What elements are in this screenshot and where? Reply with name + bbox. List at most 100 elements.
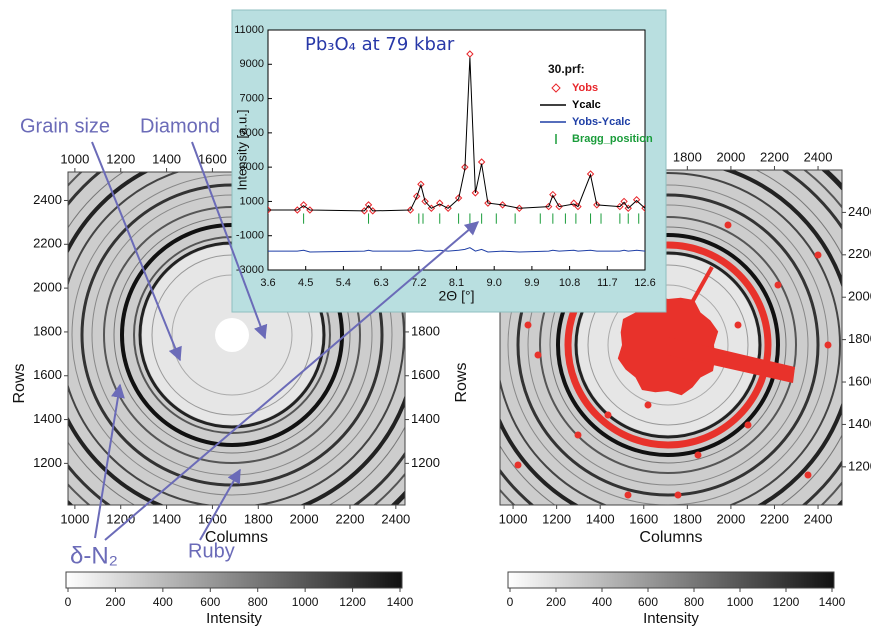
colorbar-tick-label: 0: [65, 595, 72, 609]
legend-label: Yobs: [572, 82, 598, 94]
mask-spot: [575, 432, 582, 439]
x-tick-label: 1600: [198, 151, 227, 166]
beam-stop: [215, 318, 249, 352]
mask-spot: [535, 352, 542, 359]
x-tick-label: 1800: [673, 149, 702, 164]
x-tick-label: 2400: [804, 511, 833, 526]
y-axis-label: Rows: [11, 363, 28, 403]
mask-spot: [605, 412, 612, 419]
mask-spot: [735, 322, 742, 329]
x-tick-label: 1800: [673, 511, 702, 526]
y-tick-label: 2400: [33, 192, 62, 207]
x-tick-label: 2200: [760, 149, 789, 164]
x-tick-label: 2000: [716, 511, 745, 526]
y-tick-label: 1800: [33, 323, 62, 338]
x-tick-label: 10.8: [559, 277, 580, 289]
x-tick-label: 6.3: [373, 277, 388, 289]
mask-spot: [805, 472, 812, 479]
y-tick-label: 1800: [848, 331, 871, 346]
annotation: Ruby: [188, 540, 235, 562]
y-tick-label: 1400: [848, 416, 871, 431]
x-axis-label: Columns: [639, 529, 702, 546]
colorbar-tick-label: 1400: [387, 595, 414, 609]
annotation: Diamond: [140, 115, 220, 137]
x-tick-label: 5.4: [336, 277, 351, 289]
y-tick-label: 1600: [33, 367, 62, 382]
colorbar-tick-label: 200: [105, 595, 125, 609]
y-tick-label: 1600: [411, 367, 440, 382]
colorbar: [66, 572, 402, 588]
colorbar-tick-label: 600: [200, 595, 220, 609]
legend-title: 30.prf:: [548, 62, 585, 76]
x-tick-label: 12.6: [634, 277, 655, 289]
x-tick-label: 4.5: [298, 277, 313, 289]
x-tick-label: 1400: [152, 511, 181, 526]
x-tick-label: 7.2: [411, 277, 426, 289]
x-tick-label: 1400: [586, 511, 615, 526]
colorbar-tick-label: 1400: [819, 595, 846, 609]
y-tick-label: 1400: [411, 411, 440, 426]
y-tick-label: 2000: [33, 280, 62, 295]
y-axis-label: Rows: [453, 362, 470, 402]
colorbar: [508, 572, 834, 588]
x-tick-label: 1800: [244, 511, 273, 526]
mask-spot: [675, 492, 682, 499]
colorbar-tick-label: 1200: [773, 595, 800, 609]
colorbar-tick-label: 800: [684, 595, 704, 609]
x-tick-label: 1000: [60, 511, 89, 526]
colorbar-tick-label: 1200: [339, 595, 366, 609]
colorbar-label: Intensity: [206, 610, 262, 627]
x-tick-label: 1000: [60, 151, 89, 166]
mask-spot: [775, 282, 782, 289]
colorbar-tick-label: 0: [507, 595, 514, 609]
y-tick-label: 2200: [848, 246, 871, 261]
y-tick-label: 1200: [411, 455, 440, 470]
x-tick-label: 2400: [381, 511, 410, 526]
y-tick-label: 1000: [240, 195, 264, 207]
mask-spot: [745, 422, 752, 429]
x-tick-label: 3.6: [260, 277, 275, 289]
legend-label: Yobs-Ycalc: [572, 116, 631, 128]
y-tick-label: 9000: [240, 58, 264, 70]
colorbar-tick-label: 1000: [292, 595, 319, 609]
y-tick-label: 2200: [33, 236, 62, 251]
y-tick-label: 7000: [240, 92, 264, 104]
figure: 1000120014001600180020002200240010001200…: [0, 0, 871, 628]
colorbar-tick-label: 600: [638, 595, 658, 609]
y-tick-label: 1600: [848, 373, 871, 388]
x-tick-label: 1400: [152, 151, 181, 166]
annotation: Grain size: [20, 115, 110, 137]
y-tick-label: 1200: [33, 455, 62, 470]
y-tick-label: 2400: [848, 204, 871, 219]
y-tick-label: 1800: [411, 323, 440, 338]
x-axis-label: 2Θ [°]: [439, 288, 475, 304]
mask-spot: [695, 452, 702, 459]
x-tick-label: 2000: [716, 149, 745, 164]
x-tick-label: 1000: [499, 511, 528, 526]
colorbar-tick-label: 400: [592, 595, 612, 609]
x-tick-label: 1200: [106, 151, 135, 166]
x-tick-label: 11.7: [597, 277, 618, 289]
mask-spot: [525, 322, 532, 329]
x-tick-label: 9.9: [524, 277, 539, 289]
y-tick-label: 11000: [234, 24, 264, 36]
mask-spot: [825, 342, 832, 349]
y-tick-label: -1000: [236, 230, 264, 242]
mask-spot: [815, 252, 822, 259]
colorbar-tick-label: 1000: [727, 595, 754, 609]
page: {"chart_data": [ {"type": "line", "title…: [0, 0, 871, 628]
mask-spot: [625, 492, 632, 499]
legend-label: Bragg_position: [572, 133, 653, 145]
colorbar-tick-label: 800: [248, 595, 268, 609]
x-tick-label: 2000: [290, 511, 319, 526]
y-tick-label: 1200: [848, 458, 871, 473]
plot-area: [268, 30, 645, 270]
x-tick-label: 2200: [760, 511, 789, 526]
mask-spot: [645, 402, 652, 409]
x-tick-label: 1200: [542, 511, 571, 526]
colorbar-label: Intensity: [643, 610, 699, 627]
legend-label: Ycalc: [572, 99, 601, 111]
inset-title: Pb₃O₄ at 79 kbar: [305, 34, 455, 55]
x-tick-label: 9.0: [487, 277, 502, 289]
